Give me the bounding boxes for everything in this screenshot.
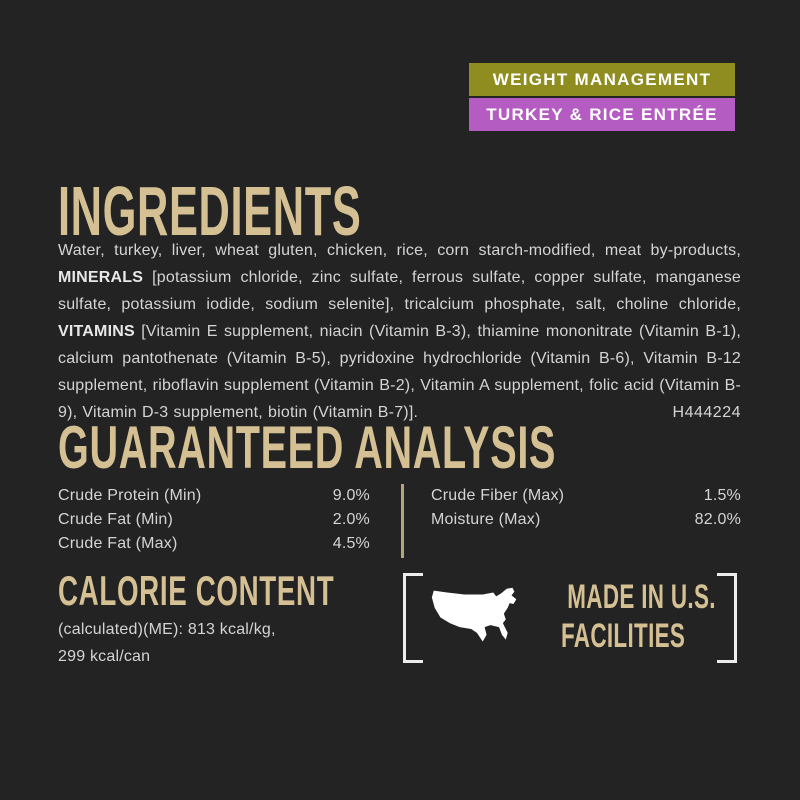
- table-row: Crude Fat (Min) 2.0%: [58, 508, 370, 532]
- analysis-value: 2.0%: [332, 511, 370, 528]
- ingredients-segment-vitamins: VITAMINS: [58, 323, 135, 340]
- ingredients-segment: [potassium chloride, zinc sulfate, ferro…: [58, 269, 741, 313]
- usa-map-icon: [431, 587, 517, 642]
- analysis-right-column: Crude Fiber (Max) 1.5% Moisture (Max) 82…: [431, 484, 741, 532]
- made-in-us-line-1: MADE IN U.S.: [567, 578, 716, 616]
- table-row: Crude Fiber (Max) 1.5%: [431, 484, 741, 508]
- analysis-value: 4.5%: [332, 535, 370, 552]
- calorie-content-heading: CALORIE CONTENT: [58, 570, 477, 613]
- calorie-line-1: (calculated)(ME): 813 kcal/kg,: [58, 621, 276, 638]
- badge-weight-management: WEIGHT MANAGEMENT: [469, 63, 735, 96]
- guaranteed-analysis-table: Crude Protein (Min) 9.0% Crude Fat (Min)…: [58, 484, 741, 558]
- ingredients-heading: INGREDIENTS: [58, 176, 547, 246]
- badge-stack: WEIGHT MANAGEMENT TURKEY & RICE ENTRÉE: [469, 63, 735, 133]
- analysis-label: Crude Fiber (Max): [431, 487, 565, 504]
- made-in-us-block: MADE IN U.S. FACILITIES: [403, 573, 737, 663]
- analysis-left-column: Crude Protein (Min) 9.0% Crude Fat (Min)…: [58, 484, 370, 556]
- formula-code: H444224: [672, 404, 741, 421]
- column-divider: [401, 484, 404, 558]
- guaranteed-analysis-heading: GUARANTEED ANALYSIS: [58, 418, 800, 478]
- ingredients-segment-minerals: MINERALS: [58, 269, 144, 286]
- table-row: Crude Fat (Max) 4.5%: [58, 532, 370, 556]
- ingredients-segment: Water, turkey, liver, wheat gluten, chic…: [58, 242, 741, 259]
- left-bracket-icon: [403, 573, 423, 663]
- analysis-label: Crude Fat (Max): [58, 535, 178, 552]
- ingredients-segment: [Vitamin E supplement, niacin (Vitamin B…: [58, 323, 741, 421]
- table-row: Crude Protein (Min) 9.0%: [58, 484, 370, 508]
- analysis-label: Crude Protein (Min): [58, 487, 202, 504]
- table-row: Moisture (Max) 82.0%: [431, 508, 741, 532]
- badge-turkey-rice-entree: TURKEY & RICE ENTRÉE: [469, 98, 735, 131]
- ingredients-heading-text: INGREDIENTS: [58, 172, 362, 250]
- analysis-label: Moisture (Max): [431, 511, 541, 528]
- made-in-us-text: MADE IN U.S. FACILITIES: [529, 578, 716, 658]
- calorie-content-text: (calculated)(ME): 813 kcal/kg, 299 kcal/…: [58, 616, 276, 670]
- made-in-us-line-2: FACILITIES: [560, 617, 686, 655]
- right-bracket-icon: [717, 573, 737, 663]
- analysis-value: 9.0%: [332, 487, 370, 504]
- calorie-content-heading-text: CALORIE CONTENT: [58, 567, 335, 614]
- guaranteed-analysis-heading-text: GUARANTEED ANALYSIS: [58, 414, 557, 481]
- analysis-label: Crude Fat (Min): [58, 511, 174, 528]
- analysis-value: 1.5%: [703, 487, 741, 504]
- calorie-line-2: 299 kcal/can: [58, 648, 151, 665]
- ingredients-paragraph: Water, turkey, liver, wheat gluten, chic…: [58, 237, 741, 426]
- analysis-value: 82.0%: [694, 511, 741, 528]
